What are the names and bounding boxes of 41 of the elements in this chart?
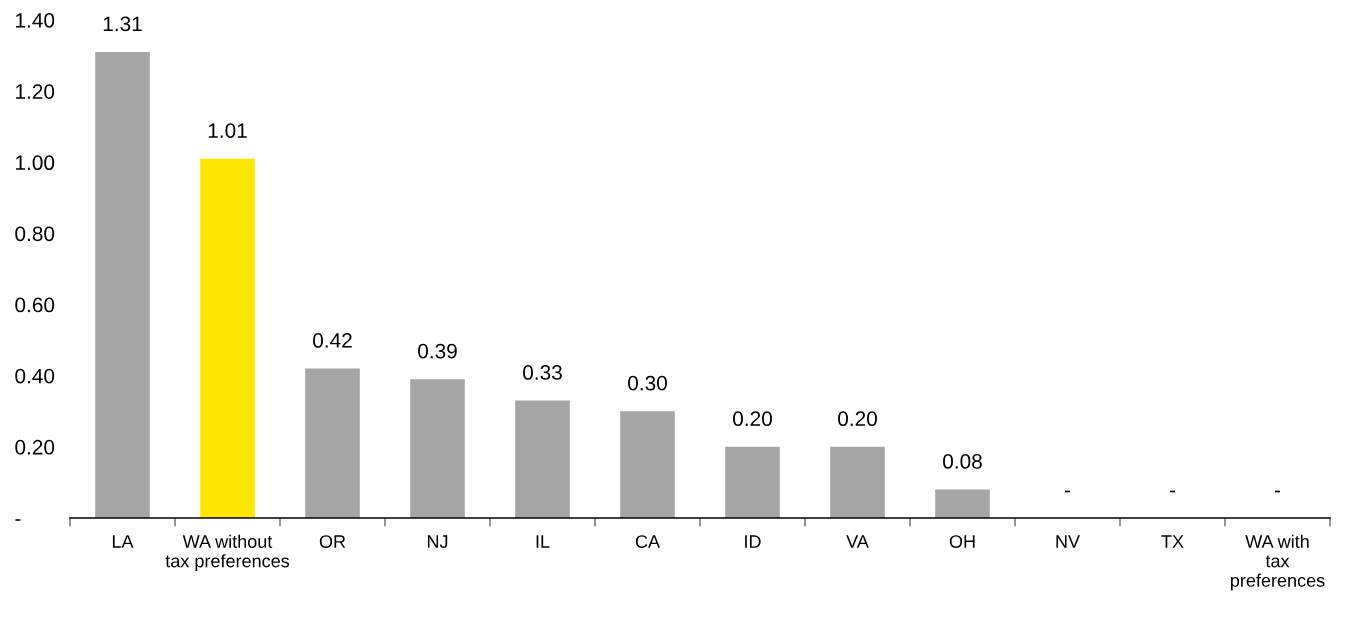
- bar: [305, 368, 360, 518]
- data-label: 0.30: [628, 375, 667, 391]
- x-tick-label: WA without tax preferences: [165, 534, 290, 571]
- data-label: 0.20: [838, 411, 877, 427]
- bar: [95, 52, 150, 518]
- data-label: 0.33: [523, 365, 562, 380]
- x-tick-label: IL: [536, 535, 550, 548]
- x-tick-label: OH: [949, 535, 975, 548]
- data-label: 1.31: [103, 16, 142, 32]
- y-tick-label: 1.00: [16, 155, 55, 171]
- x-tick-label: NV: [1056, 535, 1080, 548]
- bar: [200, 158, 255, 518]
- x-tick-label: LA: [112, 535, 134, 548]
- data-label: -: [1274, 490, 1281, 493]
- x-tick-label: CA: [635, 535, 660, 548]
- bar: [620, 411, 675, 518]
- bar: [830, 446, 885, 518]
- bar: [515, 400, 570, 518]
- data-label: -: [1064, 490, 1071, 493]
- x-tick-label: NJ: [427, 535, 448, 548]
- y-tick-label: 1.20: [16, 84, 55, 99]
- data-label: 0.20: [733, 411, 772, 427]
- bar: [935, 489, 990, 518]
- y-tick-label: 1.40: [16, 13, 55, 28]
- x-tick-label: ID: [745, 535, 761, 548]
- y-tick-label: 0.60: [15, 297, 55, 313]
- y-tick-label: -: [15, 519, 21, 521]
- data-label: 0.08: [943, 454, 982, 469]
- data-label: 1.01: [208, 123, 247, 138]
- bar: [725, 446, 780, 518]
- data-label: -: [1169, 490, 1176, 493]
- x-tick-label: OR: [319, 535, 346, 548]
- data-label: 0.39: [418, 343, 457, 359]
- y-tick-label: 0.20: [15, 439, 55, 455]
- x-tick-label: VA: [846, 535, 869, 548]
- data-label: 0.42: [313, 333, 352, 348]
- x-tick-label: WA with tax preferences: [1231, 534, 1325, 591]
- y-tick-label: 0.80: [15, 226, 55, 242]
- bar: [410, 379, 465, 518]
- y-tick-label: 0.40: [15, 368, 55, 384]
- x-tick-label: TX: [1161, 535, 1184, 548]
